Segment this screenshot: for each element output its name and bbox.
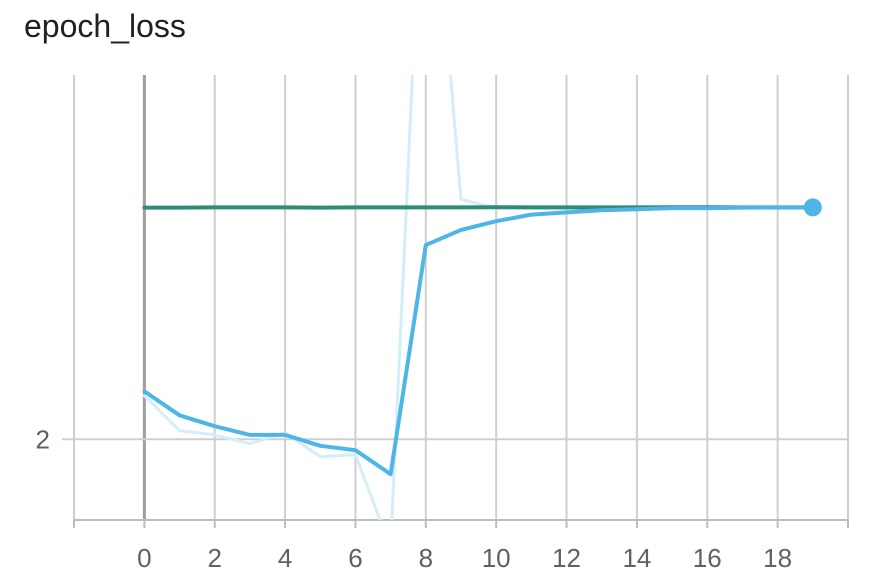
endpoint-marker	[803, 198, 822, 217]
x-tick-label: 16	[693, 543, 722, 573]
x-tick-label: 10	[482, 543, 511, 573]
series-line-raw	[142, 75, 815, 520]
x-tick-label: 12	[552, 543, 581, 573]
chart-title: epoch_loss	[24, 8, 186, 44]
series-layer	[142, 75, 815, 520]
x-gridlines	[73, 75, 849, 520]
x-tick-label: 14	[622, 543, 651, 573]
x-tick-label: 0	[137, 543, 151, 573]
x-tick-label: 4	[278, 543, 292, 573]
y-tick-label: 2	[36, 424, 50, 454]
axes	[73, 519, 849, 528]
x-tick-label: 2	[207, 543, 221, 573]
marker-layer	[803, 198, 822, 217]
x-tick-labels: 0 2 4 6 8 10 12 14 16 18	[137, 543, 792, 573]
x-tick-label: 8	[419, 543, 433, 573]
y-tick-labels: 2	[36, 424, 50, 454]
series-line-smoothed	[142, 205, 815, 477]
x-tick-label: 6	[348, 543, 362, 573]
x-tick-label: 18	[763, 543, 792, 573]
